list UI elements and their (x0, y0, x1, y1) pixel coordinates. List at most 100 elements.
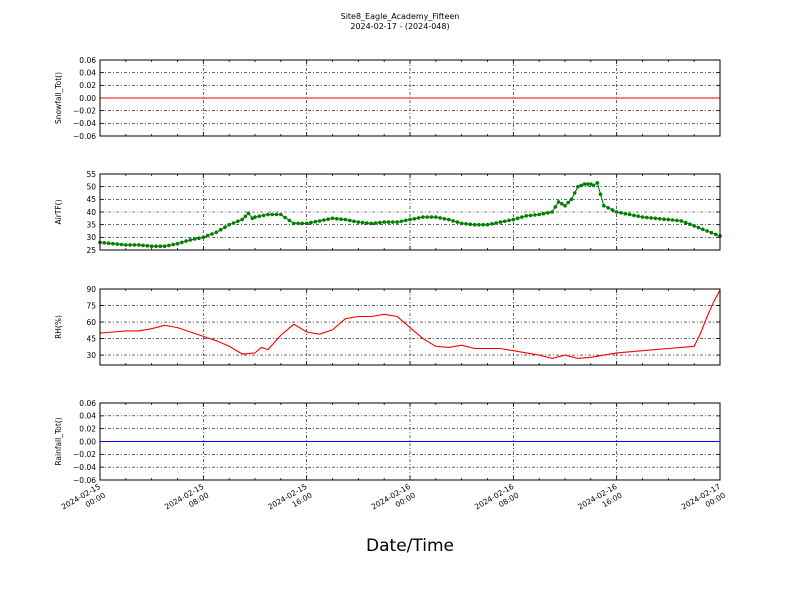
data-point (317, 219, 322, 223)
data-point (528, 213, 533, 218)
x-tick-labels: 2024-02-1500:00 2024-02-1508:00 2024-02-15… (60, 482, 727, 520)
data-point (666, 217, 671, 222)
subplot-stack: 0.06 0.04 0.02 0.00 −0.02 −0.04 −0.06 Snowfall_… (54, 56, 722, 485)
data-point (524, 214, 529, 218)
subplot-1: 0.06 0.04 0.02 0.00 −0.02 −0.04 −0.06 Snowfall_… (54, 56, 721, 141)
plot-frame (99, 59, 721, 137)
data-point (188, 238, 193, 242)
y-tick-label: 45 (86, 195, 96, 204)
data-point (451, 219, 455, 223)
data-point (705, 229, 709, 233)
y-tick-label: −0.04 (73, 463, 96, 472)
chart-subtitle: 2024-02-17 - (2024-048) (350, 22, 449, 31)
data-point (296, 221, 300, 226)
data-point (438, 216, 442, 220)
data-point (124, 243, 128, 247)
y-tick-label: 30 (86, 351, 96, 360)
data-point (582, 182, 587, 186)
data-point (576, 184, 580, 189)
data-point (490, 222, 494, 226)
y-axis-label: Rainfall_Tot() (54, 417, 63, 465)
data-point (253, 215, 257, 219)
data-point (141, 243, 145, 248)
data-point (477, 222, 481, 227)
data-point (266, 212, 270, 217)
data-point (550, 210, 554, 214)
data-point (416, 216, 421, 220)
data-point (210, 232, 214, 236)
data-point (119, 242, 124, 247)
data-point (279, 212, 283, 217)
data-point (231, 221, 236, 225)
data-point (106, 241, 111, 245)
data-point (679, 219, 684, 223)
data-point (395, 220, 399, 224)
y-tick-label: 0.04 (79, 68, 96, 77)
data-point (162, 244, 167, 248)
data-point (683, 220, 688, 225)
plot-frame (99, 173, 721, 251)
data-point (515, 216, 520, 221)
y-tick-label: 0.02 (79, 424, 96, 433)
data-point (434, 215, 438, 219)
data-point (313, 219, 318, 224)
plot-frame (99, 288, 721, 366)
y-tick-label: −0.02 (73, 106, 96, 115)
y-tick-label: 30 (86, 233, 96, 242)
data-point (623, 211, 628, 216)
data-point (429, 215, 434, 219)
data-point (537, 212, 541, 217)
data-point (591, 183, 596, 188)
data-point (606, 206, 610, 210)
data-point (102, 241, 107, 245)
data-point (569, 197, 574, 202)
data-point (541, 211, 546, 216)
data-point (386, 220, 391, 224)
data-point (636, 214, 640, 218)
data-point (167, 243, 171, 248)
data-point (322, 218, 326, 222)
data-point (614, 210, 619, 214)
data-point (403, 218, 408, 223)
data-point (696, 225, 701, 230)
data-point (171, 242, 175, 247)
data-point (243, 214, 248, 219)
plot-frame (99, 402, 721, 481)
data-point (585, 182, 590, 186)
series-line (99, 289, 721, 359)
data-point (595, 181, 600, 185)
data-point (688, 222, 692, 226)
data-point (369, 221, 374, 226)
data-point (640, 215, 645, 219)
x-tick-label: 2024-02-1616:00 (576, 482, 623, 520)
y-tick-label: 25 (86, 246, 96, 255)
data-point (421, 215, 425, 219)
data-point (412, 217, 417, 221)
series-markers (98, 181, 722, 248)
data-point (335, 217, 339, 221)
subplot-4: 0.06 0.04 0.02 0.00 −0.02 −0.04 −0.06 Rainfall_… (54, 399, 721, 485)
data-point (556, 200, 561, 204)
data-point (283, 215, 287, 220)
y-tick-label: 0.06 (79, 56, 96, 65)
data-point (602, 203, 606, 208)
data-point (326, 217, 331, 221)
data-point (158, 244, 163, 248)
data-point (553, 205, 558, 209)
data-point (352, 219, 356, 224)
data-point (520, 215, 524, 219)
data-point (240, 217, 244, 222)
chart-title: Site8_Eagle_Academy_Fifteen (341, 12, 460, 21)
data-point (563, 203, 567, 208)
data-point (494, 221, 498, 225)
data-point (197, 236, 201, 240)
data-point (115, 242, 119, 246)
data-point (675, 218, 679, 223)
data-point (485, 222, 490, 227)
y-tick-label: 0.06 (79, 399, 96, 408)
y-tick-label: −0.06 (73, 476, 96, 485)
data-point (481, 222, 486, 227)
data-point (132, 243, 137, 247)
data-point (579, 183, 583, 188)
